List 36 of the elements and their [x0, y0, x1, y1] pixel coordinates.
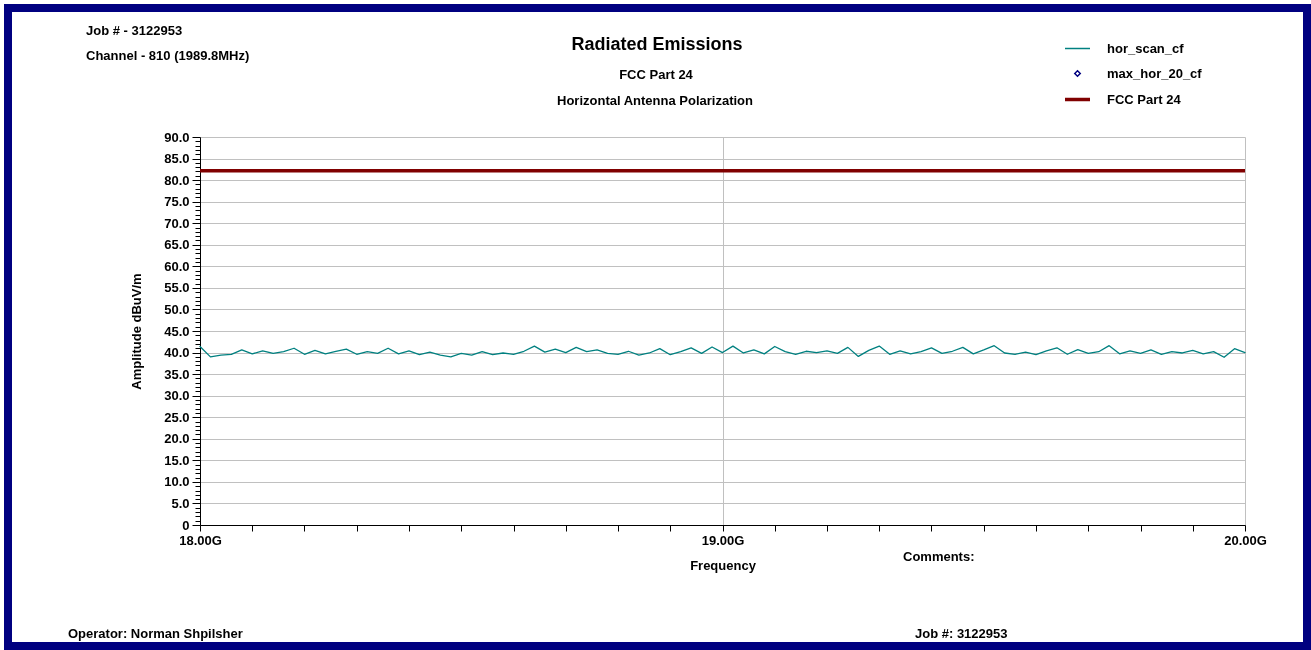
- y-tick-label: 60.0: [164, 258, 190, 274]
- y-tick-label: 15.0: [164, 452, 190, 468]
- x-tick-label: 20.00G: [1224, 532, 1267, 548]
- line-series: [199, 345, 1246, 358]
- text: Job #: 3122953: [915, 624, 1008, 642]
- y-tick-label: 10.0: [164, 474, 190, 490]
- y-tick-label: 45.0: [164, 323, 190, 339]
- y-tick-label: 5.0: [171, 495, 190, 511]
- legend-label: max_hor_20_cf: [1107, 65, 1203, 81]
- y-tick-label: 25.0: [164, 409, 190, 425]
- y-tick-label: 20.0: [164, 431, 190, 447]
- chart-subtitle: FCC Part 24: [619, 65, 693, 83]
- y-tick-label: 80.0: [164, 172, 190, 188]
- legend-label: hor_scan_cf: [1107, 40, 1185, 56]
- x-tick-label: 18.00G: [179, 532, 222, 548]
- x-axis-title: Frequency: [690, 557, 757, 573]
- y-tick-label: 85.0: [164, 151, 190, 167]
- legend-label: FCC Part 24: [1107, 91, 1182, 107]
- text: Comments:: [903, 547, 975, 565]
- y-tick-label: 40.0: [164, 345, 190, 361]
- y-tick-label: 90.0: [164, 129, 190, 145]
- y-tick-label: 50.0: [164, 301, 190, 317]
- y-tick-label: 75.0: [164, 194, 190, 210]
- text: Channel - 810 (1989.8MHz): [86, 46, 250, 64]
- text: Horizontal Antenna Polarization: [557, 91, 753, 109]
- chart-title: Radiated Emissions: [571, 33, 743, 55]
- y-axis-title: Amplitude dBuV/m: [129, 273, 145, 390]
- y-tick-label: 35.0: [164, 366, 190, 382]
- y-tick-label: 0: [182, 517, 190, 533]
- text: Operator: Norman Shpilsher: [68, 624, 243, 642]
- y-tick-label: 70.0: [164, 215, 190, 231]
- y-tick-label: 30.0: [164, 388, 190, 404]
- text: Job # - 3122953: [86, 21, 183, 39]
- y-tick-label: 65.0: [164, 237, 190, 253]
- x-tick-label: 19.00G: [701, 532, 745, 548]
- y-tick-label: 55.0: [164, 280, 190, 296]
